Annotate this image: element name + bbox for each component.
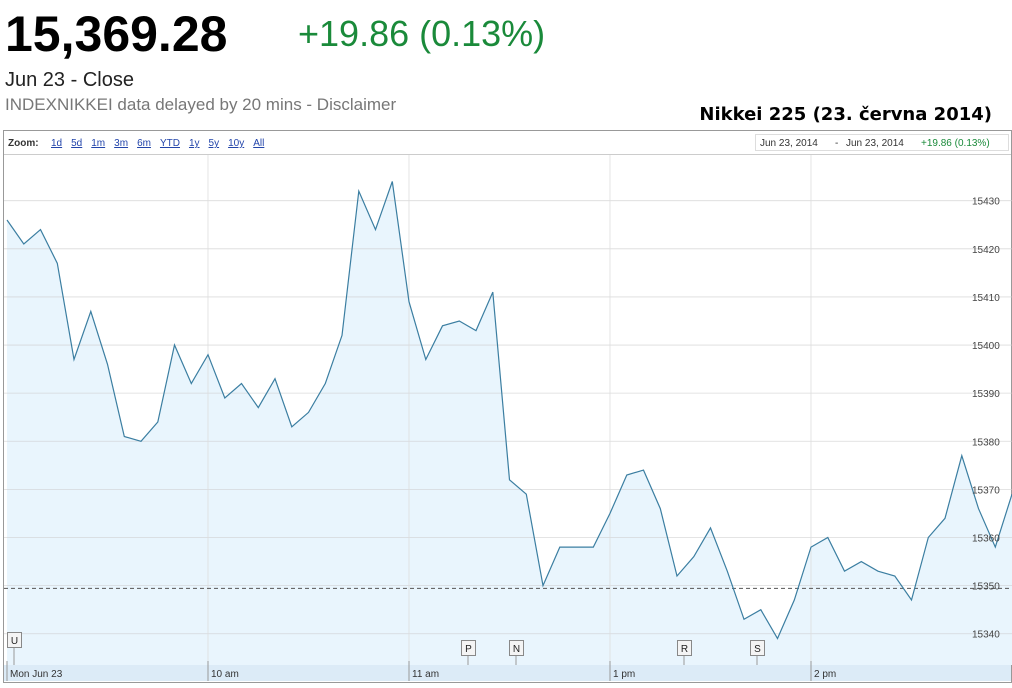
- event-marker[interactable]: [750, 640, 765, 656]
- range-box: [755, 134, 1009, 151]
- zoom-option[interactable]: 10y: [228, 138, 244, 149]
- zoom-option[interactable]: 1m: [91, 138, 105, 149]
- price: 15,369.28: [5, 6, 227, 62]
- y-tick-label: 15350: [972, 582, 1000, 593]
- zoom-option[interactable]: 1y: [189, 138, 200, 149]
- zoom-option[interactable]: 3m: [114, 138, 128, 149]
- zoom-options: 1d 5d 1m 3m 6m YTD 1y 5y 10y All: [51, 138, 264, 149]
- event-marker-label: N: [513, 644, 520, 655]
- y-tick-label: 15390: [972, 389, 1000, 400]
- y-tick-label: 15380: [972, 437, 1000, 448]
- y-tick-label: 15400: [972, 341, 1000, 352]
- zoom-option[interactable]: 5d: [71, 138, 82, 149]
- zoom-option[interactable]: 5y: [209, 138, 220, 149]
- zoom-option[interactable]: All: [253, 138, 264, 149]
- x-axis-strip: [4, 665, 1011, 681]
- event-marker-label: S: [754, 644, 761, 655]
- x-tick-label: Mon Jun 23: [10, 669, 63, 680]
- zoom-label: Zoom:: [8, 138, 39, 149]
- zoom-option[interactable]: 1d: [51, 138, 62, 149]
- zoom-option[interactable]: 6m: [137, 138, 151, 149]
- y-tick-label: 15420: [972, 245, 1000, 256]
- x-tick-label: 2 pm: [814, 669, 836, 680]
- x-tick-label: 10 am: [211, 669, 239, 680]
- event-marker-label: P: [465, 644, 472, 655]
- event-marker[interactable]: [677, 640, 692, 656]
- y-tick-label: 15410: [972, 293, 1000, 304]
- area: [7, 181, 1012, 665]
- range-sep: -: [835, 138, 838, 149]
- event-marker-label: R: [681, 644, 688, 655]
- plot: 15340 15350 15360 15370 15380 15390 15400 15410…: [4, 155, 1012, 681]
- status: Jun 23 - Close: [5, 69, 134, 91]
- range-start: Jun 23, 2014: [760, 138, 818, 149]
- change: +19.86 (0.13%): [298, 13, 545, 54]
- event-marker[interactable]: [7, 632, 22, 648]
- event-marker-label: U: [11, 636, 18, 647]
- y-tick-label: 15340: [972, 630, 1000, 641]
- event-marker[interactable]: [509, 640, 524, 656]
- disclaimer[interactable]: INDEXNIKKEI data delayed by 20 mins - Di…: [5, 95, 396, 114]
- y-tick-label: 15430: [972, 197, 1000, 208]
- caption: Nikkei 225 (23. června 2014): [699, 104, 992, 125]
- range-end: Jun 23, 2014: [846, 138, 904, 149]
- y-tick-label: 15370: [972, 485, 1000, 496]
- y-tick-label: 15360: [972, 534, 1000, 545]
- x-tick-label: 1 pm: [613, 669, 635, 680]
- event-marker[interactable]: [461, 640, 476, 656]
- x-tick-label: 11 am: [412, 669, 439, 680]
- price-line: [6, 181, 1012, 640]
- zoom-option[interactable]: YTD: [160, 138, 180, 149]
- range-change: +19.86 (0.13%): [921, 138, 990, 149]
